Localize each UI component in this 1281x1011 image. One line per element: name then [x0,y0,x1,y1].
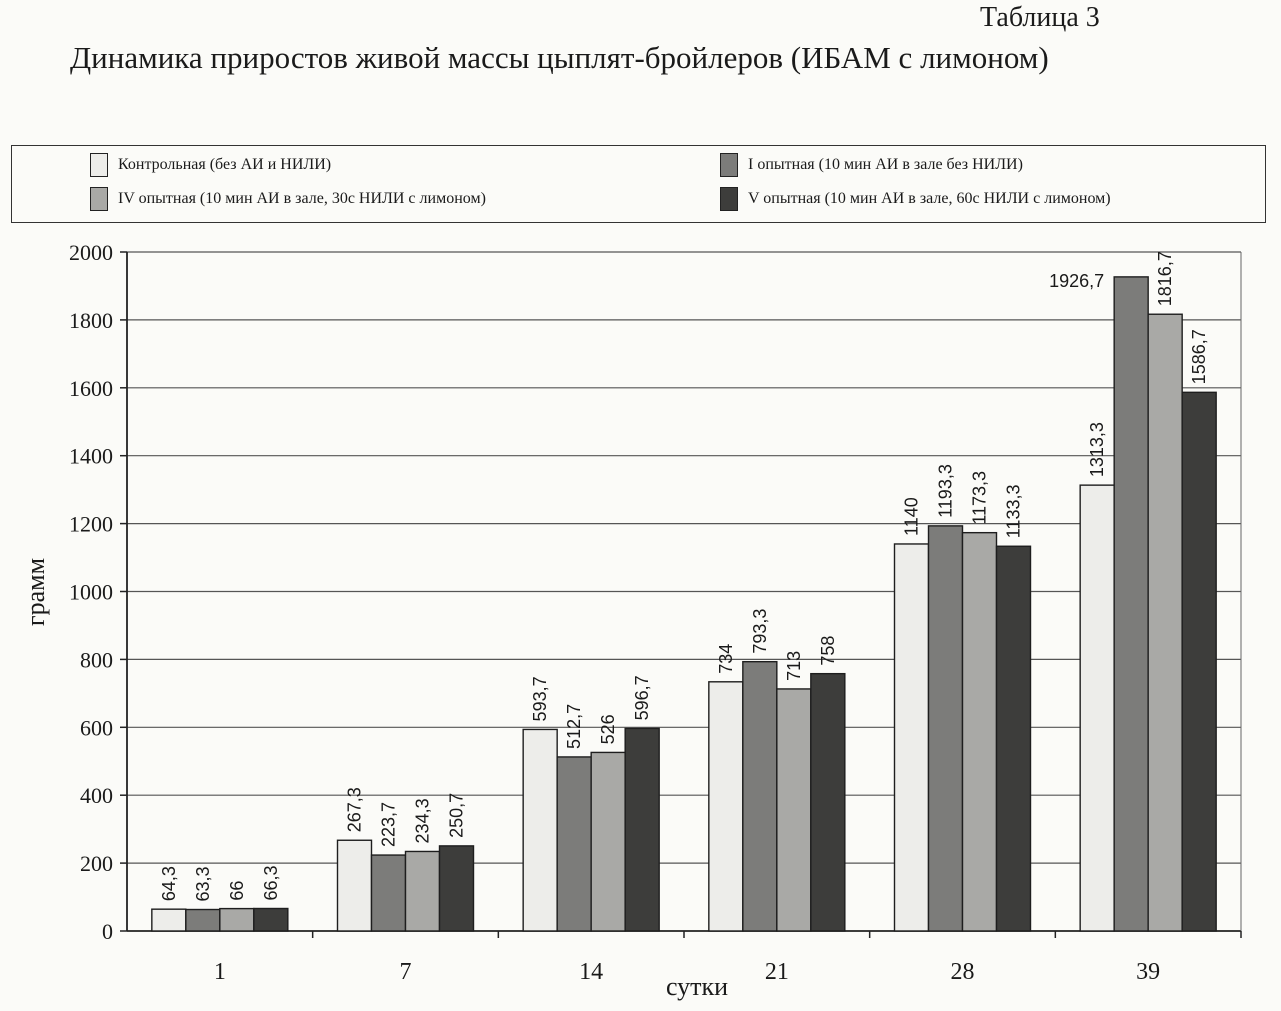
data-label: 267,3 [345,787,365,832]
bars [152,277,1216,931]
bar [811,674,845,931]
bar [963,533,997,931]
data-label: 250,7 [447,793,467,838]
data-label: 1926,7 [1049,271,1104,291]
data-label: 526 [598,714,618,744]
bar [152,909,186,931]
bar [186,910,220,931]
bar [523,729,557,931]
bar [440,846,474,931]
bar [929,526,963,931]
bar [557,757,591,931]
bar [220,909,254,931]
y-tick-label: 1600 [69,376,113,401]
value-labels: 64,3 63,3 66 66,3 267,3 223,7 234,3 250,7 593,7 5… [159,251,1209,901]
data-label: 1586,7 [1189,329,1209,384]
data-label: 734 [716,644,736,674]
data-label: 593,7 [530,676,550,721]
x-tick-label: 39 [1136,959,1160,985]
y-axis-title: грамм [21,558,50,626]
data-label: 1313,3 [1087,422,1107,477]
x-tick-label: 1 [214,959,226,985]
bar [997,546,1031,931]
data-label: 234,3 [413,798,433,843]
data-label: 1173,3 [970,471,990,525]
bar [709,682,743,931]
bar [1114,277,1148,931]
data-label: 66,3 [261,865,281,900]
x-tick-label: 7 [400,959,412,985]
bar [254,908,288,931]
data-label: 596,7 [632,675,652,720]
bar [895,544,929,931]
data-label: 223,7 [379,802,399,847]
data-label: 1140 [902,497,922,536]
bar [625,728,659,931]
x-tick-label: 21 [765,959,789,985]
bar [1148,314,1182,931]
bar [1080,485,1114,931]
data-label: 63,3 [193,866,213,901]
data-label: 758 [818,636,838,666]
data-label: 512,7 [564,704,584,749]
y-tick-label: 1000 [69,580,113,605]
bar [372,855,406,931]
bar [338,840,372,931]
y-tick-label: 600 [80,715,113,740]
bar-chart: 0200400600800100012001400160018002000171… [0,0,1281,1011]
bar [777,689,811,931]
bar [591,752,625,931]
bar [743,662,777,931]
data-label: 1816,7 [1155,251,1175,306]
y-tick-label: 2000 [69,240,113,265]
gridlines [127,252,1241,863]
y-tick-label: 800 [80,647,113,672]
data-label: 64,3 [159,866,179,901]
x-tick-label: 28 [951,959,975,985]
y-tick-label: 400 [80,783,113,808]
data-label: 66 [227,881,247,901]
y-tick-label: 1800 [69,308,113,333]
bar [1182,392,1216,931]
data-label: 1133,3 [1004,485,1024,539]
y-tick-label: 1400 [69,444,113,469]
data-label: 1193,3 [936,464,956,518]
data-label: 793,3 [750,609,770,654]
x-axis-title: сутки [666,972,728,1001]
data-label: 713 [784,651,804,681]
x-tick-label: 14 [579,959,603,985]
bar [406,851,440,931]
y-tick-label: 0 [102,919,113,944]
y-tick-label: 1200 [69,512,113,537]
y-tick-label: 200 [80,851,113,876]
